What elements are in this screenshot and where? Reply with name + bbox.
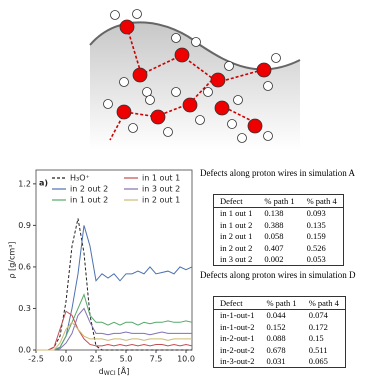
table-row: in-2-out-2 0.678 0.511	[214, 344, 346, 356]
y-tick-label: 0.6	[18, 262, 31, 271]
table-cell: 0.088	[266, 333, 286, 344]
table-cell: 0.074	[308, 310, 328, 321]
y-tick-label: 0.9	[18, 221, 31, 230]
table-cell: Defect	[213, 194, 259, 208]
legend-label: in 3 out 2	[142, 185, 180, 194]
table-row: in 2 out 1 0.058 0.159	[214, 231, 344, 243]
x-tick-label: 10.0	[177, 355, 195, 364]
panel-label: a)	[39, 179, 48, 188]
table-cell: % path 1	[258, 194, 301, 208]
x-label-symbol: d	[99, 367, 104, 376]
table: Defect% path 1% path 4 in-1-out-1 0.044 0.0…	[213, 296, 346, 368]
table-caption: Defects along proton wires in simulation…	[200, 270, 356, 280]
legend-label: H₃O⁺	[70, 174, 90, 183]
table-cell: in 3 out 2	[220, 254, 253, 265]
table-row: in 3 out 2 0.002 0.053	[214, 254, 344, 266]
table-row: in-2-out-1 0.088 0.15	[214, 333, 346, 345]
table-row: in 1 out 2 0.388 0.135	[214, 219, 344, 231]
table-cell: % path 4	[300, 194, 344, 208]
table-row: Defect% path 1% path 4	[213, 296, 346, 310]
x-label-subscript: WCI	[104, 370, 116, 377]
table-cell: 0.159	[306, 231, 326, 242]
table-cell: in-3-out-2	[220, 356, 255, 367]
x-tick-label: 7.5	[150, 355, 163, 364]
table-row: in-1-out-1 0.044 0.074	[214, 309, 346, 321]
table-cell: 0.053	[306, 254, 326, 265]
table-row: in 1 out 1 0.138 0.093	[214, 207, 344, 219]
x-tick-label: -2.5	[28, 355, 44, 364]
table-cell: 0.044	[266, 310, 286, 321]
y-tick-label: 0.0	[18, 346, 31, 355]
table-cell: 0.093	[306, 208, 326, 219]
legend-label: in 2 out 1	[142, 196, 180, 205]
y-axis-label: ρ [g/cm³]	[8, 241, 17, 278]
legend-label: in 1 out 2	[70, 196, 108, 205]
table-cell: 0.511	[308, 344, 328, 355]
table-cell: in-1-out-2	[220, 321, 255, 332]
series-line	[36, 321, 192, 351]
table-cell: in 1 out 2	[220, 219, 253, 230]
table-cell: 0.526	[306, 242, 326, 253]
table-cell: 0.678	[266, 344, 286, 355]
table-cell: 0.172	[308, 321, 328, 332]
table-cell: 0.388	[264, 219, 284, 230]
x-axis-label: dWCI [Å]	[99, 365, 130, 377]
x-label-unit: [Å]	[118, 365, 130, 376]
table-cell: 0.15	[308, 333, 324, 344]
y-tick-label: 0.3	[18, 304, 31, 313]
table-cell: in-2-out-2	[220, 344, 255, 355]
table-cell: in 2 out 2	[220, 242, 253, 253]
table-cell: in 2 out 1	[220, 231, 253, 242]
x-tick-label: 0.0	[60, 355, 73, 364]
table-cell: in 1 out 1	[220, 208, 253, 219]
table-row: Defect% path 1% path 4	[213, 194, 344, 208]
table-cell: 0.152	[266, 321, 286, 332]
table-row: in 2 out 2 0.407 0.526	[214, 242, 344, 254]
table-cell: 0.002	[264, 254, 284, 265]
plot-area	[35, 169, 193, 351]
table-caption: Defects along proton wires in simulation…	[200, 168, 355, 178]
x-tick-label: 5.0	[120, 355, 133, 364]
table: Defect% path 1% path 4 in 1 out 1 0.138 0.0…	[213, 194, 344, 266]
table-cell: 0.407	[264, 242, 284, 253]
table-cell: in-2-out-1	[220, 333, 255, 344]
molecule-diagram	[89, 9, 301, 150]
table-cell: 0.031	[266, 356, 286, 367]
table-cell: 0.058	[264, 231, 284, 242]
series-line	[36, 293, 193, 351]
table-cell: in-1-out-1	[220, 310, 255, 321]
table-cell: % path 1	[260, 296, 303, 310]
table-cell: 0.135	[306, 219, 326, 230]
x-tick-label: 2.5	[90, 355, 103, 364]
table-cell: 0.138	[264, 208, 284, 219]
legend-label: in 1 out 1	[142, 174, 180, 183]
table-cell: 0.065	[308, 356, 328, 367]
table-cell: Defect	[213, 296, 261, 310]
legend-label: in 2 out 2	[70, 185, 108, 194]
series-line	[36, 310, 193, 351]
table-row: in-1-out-2 0.152 0.172	[214, 321, 346, 333]
series-line	[36, 307, 192, 351]
table-cell: % path 4	[302, 296, 346, 310]
table-row: in-3-out-2 0.031 0.065	[214, 356, 346, 368]
y-tick-label: 1.2	[18, 179, 31, 188]
